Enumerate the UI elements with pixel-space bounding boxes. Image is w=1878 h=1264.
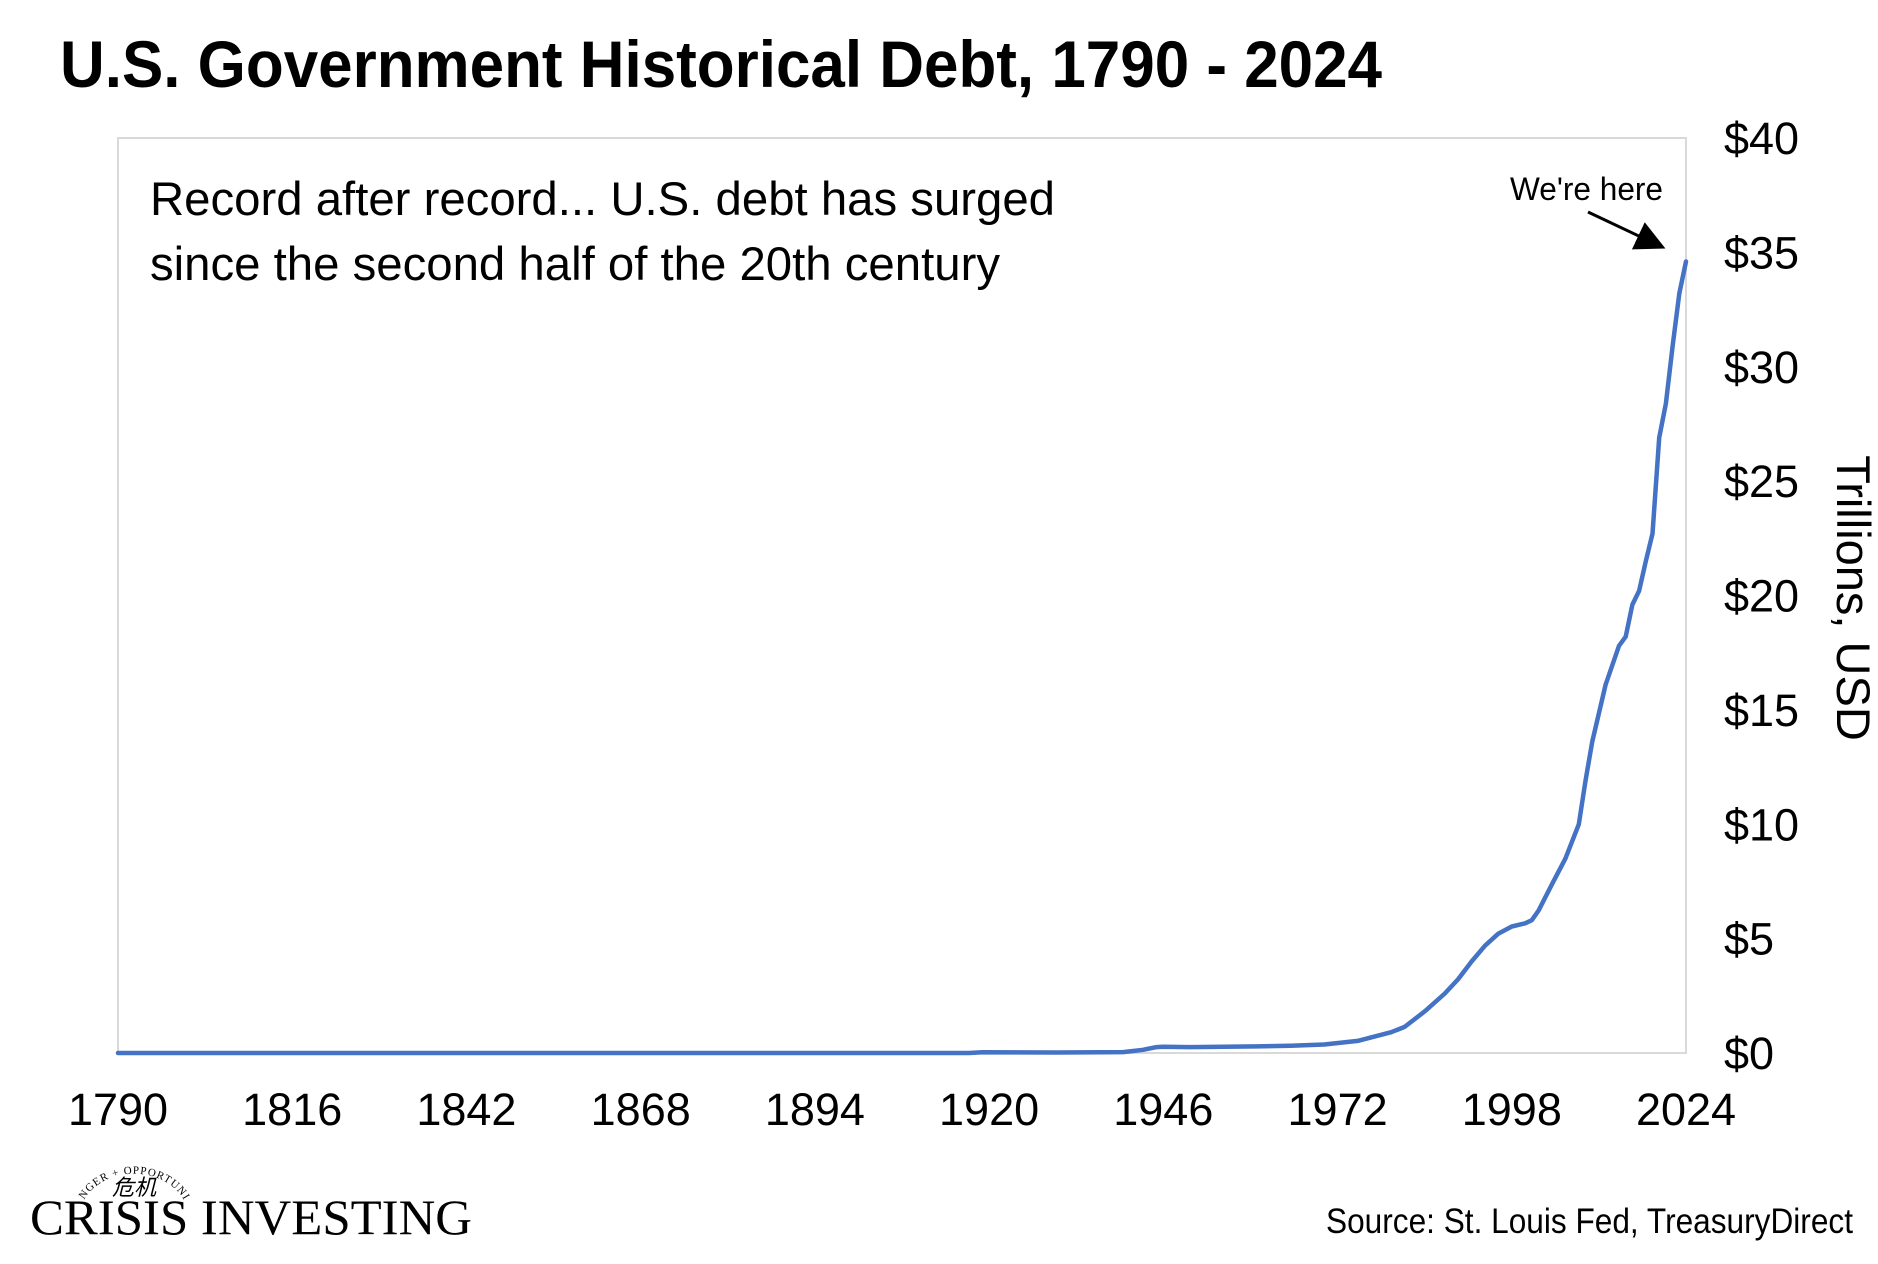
- y-tick-labels: $0 $5 $10 $15 $20 $25 $30 $35 $40: [1724, 113, 1799, 1079]
- x-tick-label: 1946: [1113, 1084, 1213, 1135]
- x-tick-label: 1972: [1288, 1084, 1388, 1135]
- x-tick-label: 1894: [765, 1084, 865, 1135]
- y-axis-label: Trillions, USD: [1827, 455, 1878, 741]
- y-tick-label: $25: [1724, 456, 1799, 507]
- series-line-debt: [115, 259, 1689, 1056]
- x-tick-label: 2024: [1636, 1084, 1736, 1135]
- y-tick-label: $10: [1724, 799, 1799, 850]
- y-tick-label: $30: [1724, 342, 1799, 393]
- logo-glyphs: 危机: [112, 1175, 157, 1200]
- y-tick-label: $5: [1724, 914, 1774, 965]
- y-tick-label: $0: [1724, 1028, 1774, 1079]
- y-tick-label: $40: [1724, 113, 1799, 164]
- logo-name: CRISIS INVESTING: [30, 1189, 472, 1245]
- annotation-line-2: since the second half of the 20th centur…: [150, 237, 1001, 290]
- x-tick-labels: 1790 1816 1842 1868 1894 1920 1946 1972 1998 2024: [68, 1084, 1736, 1135]
- pointer-label: We're here: [1510, 171, 1663, 207]
- annotation-line-1: Record after record... U.S. debt has sur…: [150, 172, 1055, 225]
- plot-area: [117, 137, 1687, 1054]
- y-tick-label: $20: [1724, 571, 1799, 622]
- pointer-arrow: [1587, 210, 1666, 250]
- x-tick-label: 1790: [68, 1084, 168, 1135]
- y-tick-label: $15: [1724, 685, 1799, 736]
- x-tick-label: 1998: [1462, 1084, 1562, 1135]
- x-tick-label: 1816: [242, 1084, 342, 1135]
- y-tick-label: $35: [1724, 227, 1799, 278]
- x-tick-label: 1868: [591, 1084, 691, 1135]
- chart-title: U.S. Government Historical Debt, 1790 - …: [60, 27, 1382, 101]
- x-tick-label: 1842: [416, 1084, 516, 1135]
- x-tick-label: 1920: [939, 1084, 1039, 1135]
- source-note: Source: St. Louis Fed, TreasuryDirect: [1326, 1202, 1853, 1241]
